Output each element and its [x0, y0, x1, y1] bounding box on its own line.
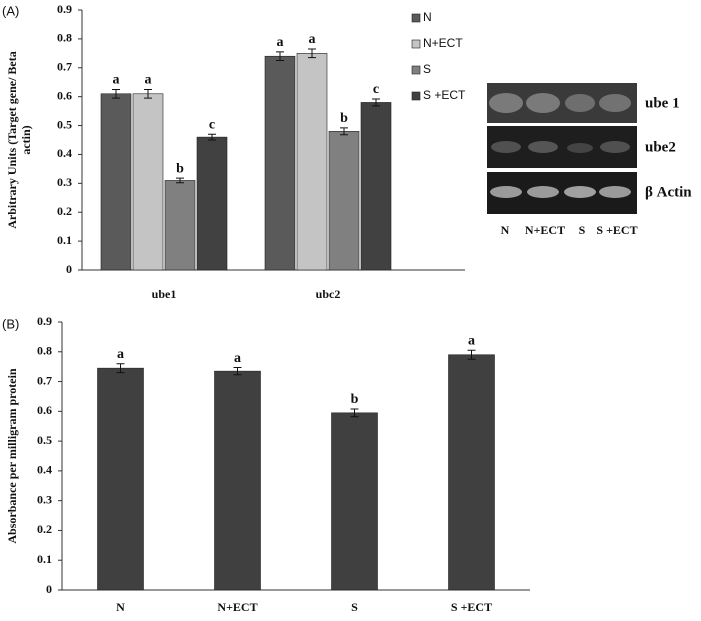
y-tick-label: 0.1	[37, 552, 52, 566]
error-bar	[350, 408, 359, 418]
x-tick-label: ubc2	[316, 287, 341, 301]
y-tick-label: 0.7	[57, 60, 72, 74]
significance-label: a	[117, 347, 124, 362]
legend-label: N+ECT	[423, 36, 463, 50]
bar	[360, 102, 392, 271]
x-tick-label: N+ECT	[217, 600, 257, 614]
error-bar	[276, 51, 284, 62]
bar	[331, 412, 378, 591]
significance-label: b	[351, 392, 359, 407]
gel-band	[564, 186, 596, 198]
y-tick-label: 0.6	[57, 88, 72, 102]
gel-band	[526, 93, 560, 113]
significance-label: c	[209, 117, 215, 132]
error-bar	[112, 88, 120, 99]
error-bar	[340, 127, 348, 136]
gel-row-label: ube2	[645, 139, 676, 155]
y-axis-label: Arbitrary Units (Target gene/ Beta	[5, 51, 19, 229]
significance-label: a	[113, 73, 120, 88]
y-tick-label: 0.3	[57, 175, 72, 189]
gel-lane-label: S +ECT	[596, 223, 637, 237]
gel-band	[565, 94, 595, 112]
y-tick-label: 0.6	[37, 403, 52, 417]
bar	[196, 136, 228, 271]
y-tick-label: 0.9	[57, 2, 72, 16]
y-tick-label: 0.4	[57, 146, 72, 160]
gel-band	[599, 94, 631, 112]
y-axis-label: Absorbance per milligram protein	[5, 368, 19, 544]
y-tick-label: 0	[46, 582, 52, 596]
y-tick-label: 0.2	[37, 522, 52, 536]
legend-label: S +ECT	[423, 88, 466, 102]
gel-band	[489, 93, 523, 113]
legend-swatch	[411, 13, 421, 23]
error-bar	[144, 88, 152, 99]
significance-label: c	[373, 82, 379, 97]
bar	[132, 93, 164, 271]
y-axis-label: actin)	[19, 125, 33, 154]
legend-swatch	[411, 91, 421, 101]
x-tick-label: S +ECT	[451, 600, 492, 614]
error-bar	[233, 367, 242, 376]
error-bar	[467, 349, 476, 360]
gel-lane-label: S	[579, 223, 586, 237]
y-tick-label: 0.8	[37, 344, 52, 358]
y-tick-label: 0.5	[57, 117, 72, 131]
legend-label: N	[423, 10, 432, 24]
legend-swatch	[411, 65, 421, 75]
bar	[164, 180, 196, 271]
gel-lane-label: N+ECT	[525, 223, 565, 237]
significance-label: a	[277, 35, 284, 50]
bar	[296, 53, 328, 271]
gel-band	[491, 141, 521, 153]
y-tick-label: 0.4	[37, 463, 52, 477]
significance-label: b	[340, 111, 348, 126]
y-tick-label: 0.2	[57, 204, 72, 218]
bar	[214, 370, 261, 591]
gel-band	[490, 186, 522, 198]
significance-label: a	[468, 334, 475, 349]
error-bar	[116, 363, 125, 374]
significance-label: a	[234, 351, 241, 366]
error-bar	[208, 133, 216, 141]
error-bar	[372, 98, 380, 107]
bar	[97, 367, 144, 591]
gel-image	[487, 83, 637, 214]
gel-band	[567, 143, 593, 153]
legend-swatch	[411, 39, 421, 49]
gel-band	[599, 186, 631, 198]
legend-label: S	[423, 62, 431, 76]
gel-band	[600, 141, 630, 153]
y-tick-label: 0.8	[57, 31, 72, 45]
y-tick-label: 0.7	[37, 373, 52, 387]
gel-lane-label: N	[501, 223, 510, 237]
y-tick-label: 0	[66, 262, 72, 276]
y-tick-label: 0.9	[37, 314, 52, 328]
x-tick-label: ube1	[152, 287, 177, 301]
y-tick-label: 0.5	[37, 433, 52, 447]
panel-label: (B)	[2, 316, 19, 331]
gel-row-label: ube 1	[645, 95, 680, 111]
panel-label: (A)	[2, 3, 19, 18]
significance-label: a	[309, 32, 316, 47]
error-bar	[308, 48, 316, 59]
y-tick-label: 0.1	[57, 233, 72, 247]
error-bar	[176, 177, 184, 184]
x-tick-label: N	[116, 600, 125, 614]
bar	[328, 131, 360, 271]
y-tick-label: 0.3	[37, 492, 52, 506]
gel-row-label: β Actin	[645, 184, 692, 200]
bar	[100, 93, 132, 271]
bar	[264, 55, 296, 271]
gel-band	[528, 141, 558, 153]
bar	[448, 354, 495, 591]
significance-label: b	[176, 161, 184, 176]
gel-band	[527, 186, 559, 198]
significance-label: a	[145, 73, 152, 88]
x-tick-label: S	[351, 600, 358, 614]
